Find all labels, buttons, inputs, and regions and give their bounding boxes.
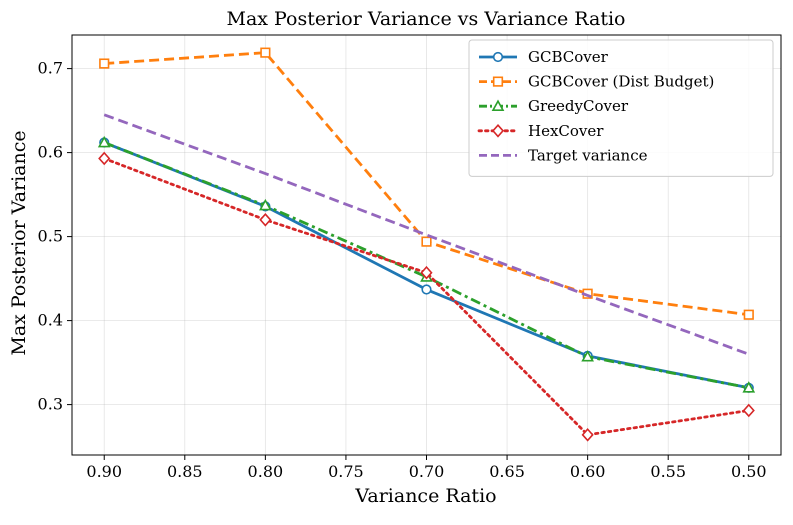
x-tick-label: 0.50 bbox=[731, 462, 767, 481]
series-2-point bbox=[581, 350, 594, 362]
y-tick-label: 0.7 bbox=[38, 59, 63, 78]
y-tick-label: 0.3 bbox=[38, 395, 63, 414]
series-1-group bbox=[99, 47, 754, 320]
legend-marker bbox=[492, 76, 504, 87]
chart-title: Max Posterior Variance vs Variance Ratio bbox=[227, 8, 626, 30]
legend-entry: GCBCover (Dist Budget) bbox=[479, 73, 714, 91]
series-2-line bbox=[103, 141, 750, 390]
x-axis-title: Variance Ratio bbox=[354, 485, 496, 507]
axis-ticks: 0.90 0.85 0.80 0.75 0.70 0.65 0.60 0.55 0.50 0.3 0… bbox=[38, 59, 767, 481]
x-tick-label: 0.90 bbox=[86, 462, 122, 481]
legend: GCBCover GCBCover (Dist Budget) GreedyCove… bbox=[468, 39, 774, 177]
series-2-point bbox=[742, 381, 756, 393]
series-4-group bbox=[103, 113, 750, 356]
series-3-point bbox=[742, 403, 755, 418]
x-tick-label: 0.85 bbox=[167, 462, 203, 481]
legend-label: GCBCover (Dist Budget) bbox=[528, 73, 714, 91]
x-tick-label: 0.65 bbox=[489, 462, 525, 481]
legend-entry: Target variance bbox=[479, 146, 648, 164]
y-tick-label: 0.4 bbox=[38, 311, 63, 330]
series-3-point bbox=[259, 212, 272, 227]
series-3-line bbox=[102, 157, 751, 437]
series-2-point bbox=[97, 135, 111, 148]
x-tick-label: 0.75 bbox=[328, 462, 364, 481]
legend-marker bbox=[491, 123, 505, 138]
legend-entry: GCBCover bbox=[479, 48, 609, 66]
series-3-point bbox=[98, 151, 111, 166]
series-3-point bbox=[581, 428, 594, 442]
series-1-point bbox=[421, 236, 432, 247]
legend-entry: GreedyCover bbox=[479, 97, 629, 115]
legend-label: Target variance bbox=[528, 146, 648, 164]
y-tick-label: 0.5 bbox=[38, 227, 63, 246]
legend-label: GreedyCover bbox=[528, 97, 629, 115]
x-tick-label: 0.70 bbox=[409, 462, 445, 481]
legend-marker bbox=[492, 51, 504, 63]
series-3-group bbox=[98, 151, 755, 442]
x-tick-label: 0.80 bbox=[248, 462, 284, 481]
series-3-point bbox=[420, 265, 433, 280]
legend-label: HexCover bbox=[528, 122, 604, 140]
legend-label: GCBCover bbox=[528, 48, 609, 66]
series-1-point bbox=[743, 309, 754, 320]
series-1-point bbox=[99, 58, 110, 69]
legend-box bbox=[468, 39, 774, 177]
x-tick-label: 0.55 bbox=[650, 462, 686, 481]
legend-marker bbox=[491, 99, 505, 111]
x-tick-label: 0.60 bbox=[570, 462, 606, 481]
series-1-point bbox=[260, 47, 271, 58]
legend-entry: HexCover bbox=[477, 122, 604, 140]
series-2-point bbox=[259, 198, 272, 211]
series-layer bbox=[97, 47, 756, 442]
y-axis-title: Max Posterior Variance bbox=[8, 130, 30, 355]
y-tick-label: 0.6 bbox=[38, 143, 63, 162]
series-4-line bbox=[103, 113, 750, 356]
series-0-point bbox=[421, 284, 432, 295]
